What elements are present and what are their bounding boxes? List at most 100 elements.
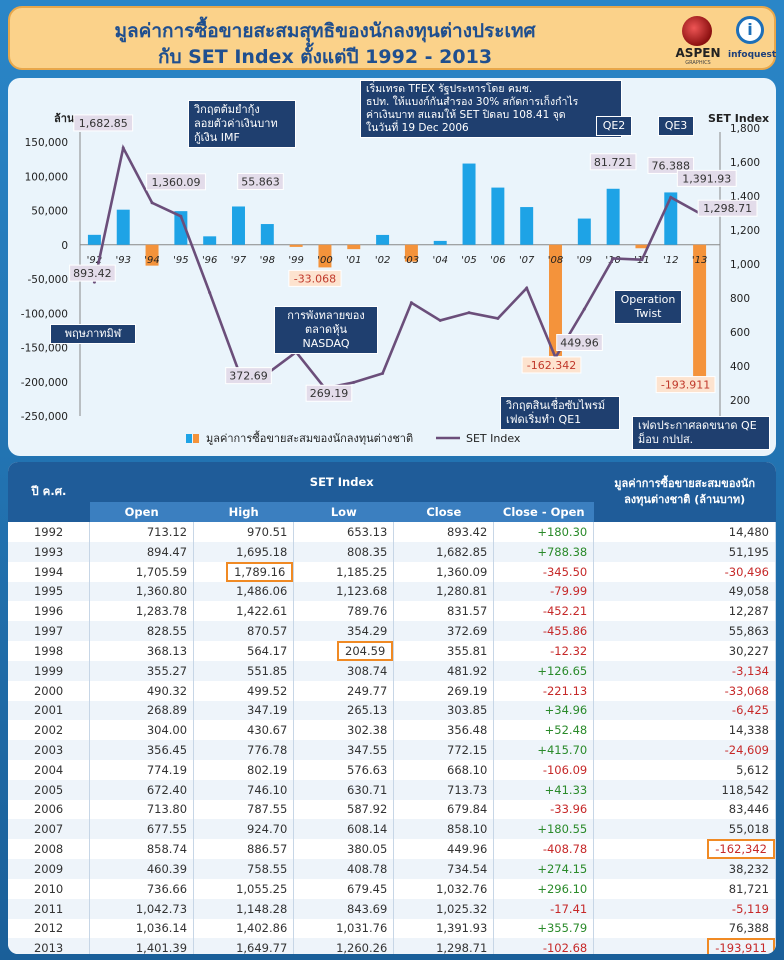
cell-diff: -345.50: [493, 561, 595, 582]
chart-panel: ล้านบาทSET Index150,000100,00050,0000-50…: [8, 78, 776, 456]
x-tick-label: '96: [202, 255, 217, 266]
bar: [520, 207, 534, 245]
cell-foreign: 51,195: [593, 541, 776, 562]
bar: [635, 244, 649, 249]
left-tick-label: -50,000: [27, 274, 68, 286]
point-label: 372.69: [229, 370, 268, 383]
cell-low: 608.14: [293, 819, 395, 840]
legend-label-bars: มูลค่าการซื้อขายสะสมของนักลงทุนต่างชาติ: [206, 430, 413, 445]
cell-close: 1,280.81: [393, 581, 495, 602]
x-tick-label: '06: [490, 255, 505, 266]
cell-open: 828.55: [89, 621, 195, 641]
cell-high: 886.57: [193, 839, 295, 860]
cell-high: 787.55: [193, 799, 295, 820]
line-point: [121, 146, 125, 150]
cell-open: 672.40: [89, 779, 195, 800]
bar: [433, 240, 447, 245]
cell-diff: +415.70: [493, 740, 595, 760]
cell-diff: -452.21: [493, 601, 595, 622]
x-tick-label: '13: [692, 255, 707, 266]
infoquest-logo-text: infoquest: [728, 50, 777, 60]
annotation-line: ในวันที่ 19 Dec 2006: [366, 122, 469, 134]
x-tick-label: '98: [260, 255, 275, 266]
x-tick-label: '09: [577, 255, 592, 266]
cell-year: 1993: [8, 541, 91, 562]
cell-foreign: -3,134: [593, 660, 776, 681]
cell-close: 481.92: [393, 660, 495, 681]
cell-close: 269.19: [393, 680, 495, 701]
table-row: 2005 672.40 746.10 630.71 713.73 +41.33 118,54…: [8, 779, 776, 800]
line-point: [352, 380, 356, 384]
cell-low: 1,123.68: [293, 581, 395, 602]
cell-foreign: -193,911: [593, 938, 776, 954]
aspen-logo-text: ASPEN: [675, 46, 721, 60]
cell-foreign: -162,342: [593, 839, 776, 860]
cell-low: 380.05: [293, 839, 395, 860]
cell-open: 677.55: [89, 819, 195, 840]
table-row: 2006 713.80 787.55 587.92 679.84 -33.96 83,446: [8, 799, 776, 820]
cell-diff: -106.09: [493, 759, 595, 780]
cell-open: 1,042.73: [89, 898, 195, 919]
table-body: 1992 713.12 970.51 653.13 893.42 +180.30 14,48…: [8, 522, 776, 954]
bar: [462, 163, 476, 245]
subheader-close: Close: [393, 502, 494, 522]
cell-low: 302.38: [293, 720, 395, 741]
cell-foreign: 55,018: [593, 819, 776, 840]
point-label: -33.068: [294, 272, 336, 285]
set-index-line: [93, 144, 701, 390]
cell-year: 1996: [8, 601, 91, 622]
cell-close: 858.10: [393, 819, 495, 840]
bar: [87, 234, 101, 245]
cell-diff: +274.15: [493, 859, 595, 879]
cell-open: 736.66: [89, 878, 195, 899]
cell-low: 653.13: [293, 522, 395, 542]
point-label: 1,298.71: [703, 202, 752, 215]
x-tick-label: '93: [115, 255, 130, 266]
table-row: 2003 356.45 776.78 347.55 772.15 +415.70 -24,6…: [8, 740, 776, 760]
right-tick-label: 1,600: [730, 157, 760, 169]
line-point: [150, 201, 154, 205]
cell-high: 564.17: [193, 640, 295, 661]
cell-open: 304.00: [89, 720, 195, 741]
cell-close: 355.81: [393, 640, 495, 661]
cell-close: 449.96: [393, 839, 495, 860]
cell-high: 802.19: [193, 759, 295, 780]
title-line-2: กับ SET Index ตั้งแต่ปี 1992 - 2013: [157, 46, 493, 68]
point-label-bg: [288, 269, 342, 287]
left-tick-label: 150,000: [25, 137, 68, 149]
cell-close: 668.10: [393, 759, 495, 780]
point-label: 1,360.09: [152, 176, 201, 189]
cell-open: 355.27: [89, 660, 195, 681]
cell-open: 368.13: [89, 640, 195, 661]
table-row: 1998 368.13 564.17 204.59 355.81 -12.32 30,227: [8, 640, 776, 661]
cell-foreign: 14,480: [593, 522, 776, 542]
left-tick-label: -100,000: [21, 308, 68, 320]
table-row: 2004 774.19 802.19 576.63 668.10 -106.09 5,612: [8, 759, 776, 780]
line-point: [438, 318, 442, 322]
table-row: 2011 1,042.73 1,148.28 843.69 1,025.32 -17.41…: [8, 898, 776, 919]
highlighted-value: 1,789.16: [226, 561, 294, 582]
x-tick-label: '99: [288, 255, 303, 266]
infoquest-logo: i infoquest: [728, 16, 776, 66]
x-tick-label: '02: [375, 255, 390, 266]
cell-high: 551.85: [193, 660, 295, 681]
line-point: [525, 286, 529, 290]
line-point: [640, 258, 644, 262]
point-label-bg: [305, 384, 353, 402]
table-row: 2001 268.89 347.19 265.13 303.85 +34.96 -6,425: [8, 700, 776, 721]
cell-open: 1,360.80: [89, 581, 195, 602]
cell-diff: +52.48: [493, 720, 595, 741]
table-row: 1994 1,705.59 1,789.16 1,185.25 1,360.09 -345…: [8, 561, 776, 582]
cell-close: 1,391.93: [393, 918, 495, 939]
line-point: [496, 316, 500, 320]
cell-year: 2000: [8, 680, 91, 701]
cell-low: 576.63: [293, 759, 395, 780]
annotation-line: Operation: [620, 293, 676, 306]
cell-year: 2006: [8, 799, 91, 820]
table-row: 2010 736.66 1,055.25 679.45 1,032.76 +296.10 8…: [8, 878, 776, 899]
cell-diff: +126.65: [493, 660, 595, 681]
table-row: 2012 1,036.14 1,402.86 1,031.76 1,391.93 +355…: [8, 918, 776, 939]
cell-diff: +180.55: [493, 819, 595, 840]
cell-foreign: 5,612: [593, 759, 776, 780]
x-tick-label: '08: [548, 255, 563, 266]
